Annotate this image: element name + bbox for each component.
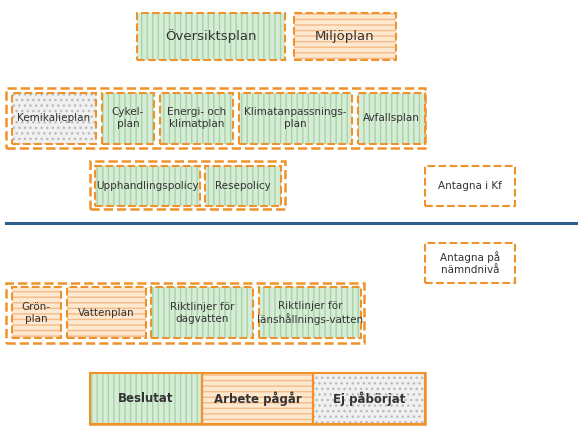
- Text: Energi- och
klimatplan: Energi- och klimatplan: [167, 107, 226, 129]
- Text: Kemikalieplan: Kemikalieplan: [17, 113, 90, 123]
- Bar: [294, 13, 396, 60]
- Text: Antagna i Kf: Antagna i Kf: [438, 181, 502, 191]
- Bar: [205, 166, 281, 206]
- Bar: [12, 93, 96, 144]
- Text: Miljöplan: Miljöplan: [315, 30, 375, 43]
- Bar: [90, 373, 202, 424]
- Bar: [239, 93, 352, 144]
- Text: Klimatanpassnings-
plan: Klimatanpassnings- plan: [244, 107, 347, 129]
- Text: Grön-
plan: Grön- plan: [22, 302, 51, 324]
- Bar: [202, 373, 313, 424]
- Bar: [425, 243, 515, 283]
- Bar: [160, 93, 233, 144]
- Text: Vattenplan: Vattenplan: [78, 308, 134, 318]
- Bar: [205, 166, 281, 206]
- Bar: [95, 166, 200, 206]
- Bar: [90, 373, 202, 424]
- Text: Översiktsplan: Översiktsplan: [165, 30, 257, 43]
- Bar: [160, 93, 233, 144]
- Bar: [67, 287, 146, 338]
- Text: Antagna på
nämndnivå: Antagna på nämndnivå: [440, 251, 500, 275]
- Bar: [12, 93, 96, 144]
- Bar: [205, 166, 281, 206]
- Bar: [12, 93, 96, 144]
- Bar: [137, 13, 285, 60]
- Bar: [358, 93, 425, 144]
- Bar: [259, 287, 361, 338]
- Bar: [90, 373, 425, 424]
- Bar: [294, 13, 396, 60]
- Text: Riktlinjer för
dagvatten: Riktlinjer för dagvatten: [170, 302, 235, 324]
- Bar: [151, 287, 253, 338]
- Bar: [202, 373, 313, 424]
- Bar: [137, 13, 285, 60]
- Bar: [259, 287, 361, 338]
- Bar: [425, 166, 515, 206]
- Bar: [102, 93, 154, 144]
- Bar: [151, 287, 253, 338]
- Bar: [160, 93, 233, 144]
- Text: Upphandlingspolicy: Upphandlingspolicy: [96, 181, 198, 191]
- Bar: [12, 287, 61, 338]
- Bar: [259, 287, 361, 338]
- Bar: [151, 287, 253, 338]
- Bar: [137, 13, 285, 60]
- Bar: [12, 287, 61, 338]
- Bar: [239, 93, 352, 144]
- Bar: [425, 166, 515, 206]
- Bar: [313, 373, 425, 424]
- Bar: [95, 166, 200, 206]
- Bar: [67, 287, 146, 338]
- Bar: [425, 243, 515, 283]
- Bar: [6, 88, 425, 148]
- Bar: [67, 287, 146, 338]
- Bar: [358, 93, 425, 144]
- Text: Resepolicy: Resepolicy: [215, 181, 271, 191]
- Bar: [90, 161, 285, 209]
- Bar: [239, 93, 352, 144]
- Text: Beslutat: Beslutat: [118, 392, 174, 405]
- Bar: [102, 93, 154, 144]
- Bar: [102, 93, 154, 144]
- Bar: [95, 166, 200, 206]
- Bar: [294, 13, 396, 60]
- Text: Ej påbörjat: Ej påbörjat: [333, 392, 405, 406]
- Bar: [358, 93, 425, 144]
- Bar: [313, 373, 425, 424]
- Bar: [6, 283, 364, 343]
- Bar: [90, 373, 202, 424]
- Text: Cykel-
plan: Cykel- plan: [112, 107, 144, 129]
- Text: Arbete pågår: Arbete pågår: [214, 392, 301, 406]
- Text: Avfallsplan: Avfallsplan: [363, 113, 420, 123]
- Bar: [313, 373, 425, 424]
- Bar: [202, 373, 313, 424]
- Text: Riktlinjer för
länshållnings-vatten: Riktlinjer för länshållnings-vatten: [257, 301, 363, 325]
- Bar: [12, 287, 61, 338]
